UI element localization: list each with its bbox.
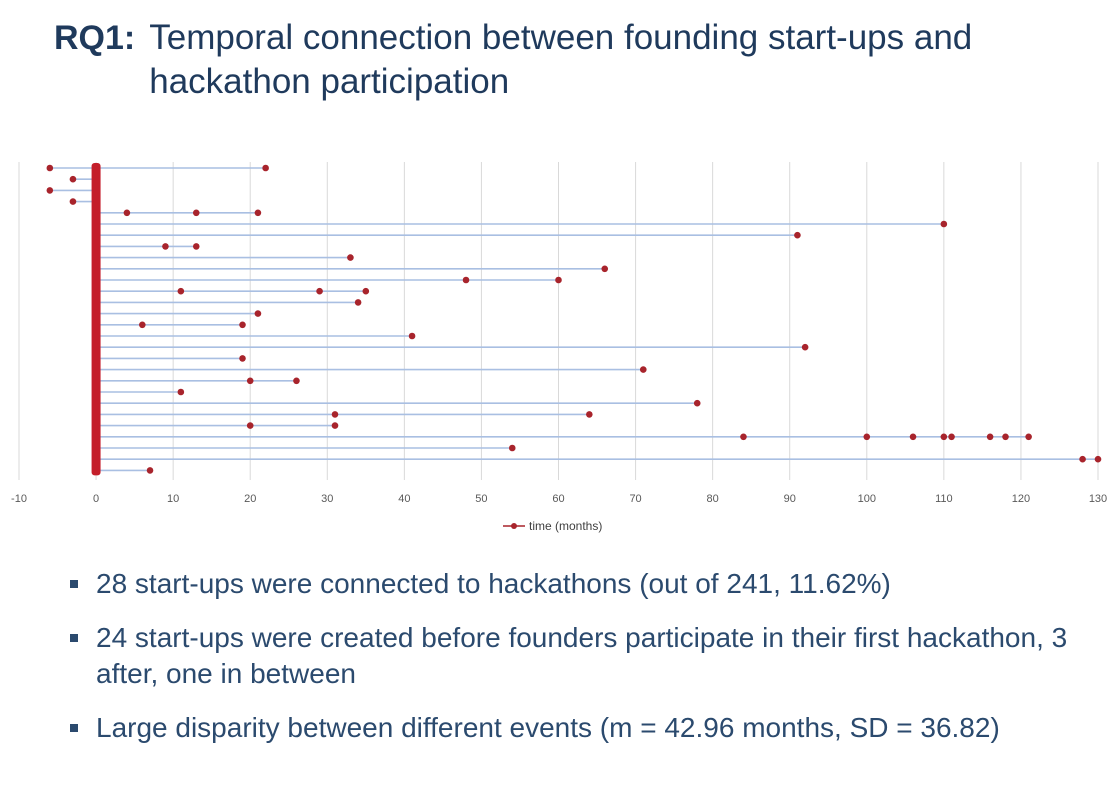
x-tick-label: 50 [475, 493, 487, 505]
data-point [331, 411, 339, 418]
data-point [639, 366, 647, 373]
x-tick-label: 60 [552, 493, 564, 505]
data-point [46, 164, 54, 172]
title-row: RQ1: Temporal connection between foundin… [54, 16, 1104, 104]
data-point [293, 377, 300, 385]
data-point [239, 321, 246, 329]
x-tick-label: 120 [1012, 493, 1030, 505]
bullet-item: 28 start-ups were connected to hackathon… [70, 566, 1070, 602]
data-point [123, 209, 131, 217]
zero-marker-bar [91, 163, 101, 476]
data-point [601, 265, 609, 273]
x-tick-label: 20 [244, 493, 256, 505]
data-point [986, 433, 994, 441]
x-tick-label: 10 [167, 493, 179, 505]
data-point [46, 187, 54, 194]
data-point [239, 355, 246, 362]
title-block: RQ1: Temporal connection between foundin… [54, 16, 1104, 104]
data-point [948, 433, 955, 441]
legend-marker [511, 523, 517, 529]
x-tick-label: -10 [11, 493, 27, 505]
data-point [177, 287, 185, 295]
data-point [254, 209, 262, 217]
data-point [162, 243, 169, 250]
data-point [347, 254, 354, 261]
data-point [555, 276, 562, 284]
data-point [693, 399, 701, 407]
data-point [909, 433, 917, 441]
bullet-item: Large disparity between different events… [70, 710, 1070, 746]
bullet-text: 28 start-ups were connected to hackathon… [96, 568, 891, 599]
data-point [192, 243, 200, 250]
data-point [740, 433, 747, 441]
data-point [1025, 433, 1032, 441]
x-tick-label: 90 [784, 493, 796, 505]
data-point [940, 220, 948, 228]
data-point [508, 444, 516, 452]
bullet-square-icon [70, 724, 78, 732]
data-point [408, 332, 416, 340]
x-tick-label: 80 [707, 493, 719, 505]
data-point [354, 299, 362, 306]
x-tick-label: 130 [1089, 493, 1107, 505]
data-point [462, 276, 470, 284]
x-tick-label: 40 [398, 493, 410, 505]
slide-title: Temporal connection between founding sta… [149, 18, 973, 101]
bullet-list: 28 start-ups were connected to hackathon… [70, 566, 1070, 764]
data-point [177, 388, 185, 396]
data-point [362, 287, 370, 295]
x-tick-label: 70 [629, 493, 641, 505]
bullet-item: 24 start-ups were created before founder… [70, 620, 1070, 692]
data-point [146, 467, 154, 474]
data-point [262, 164, 269, 172]
legend-label: time (months) [529, 519, 602, 533]
data-point [1094, 455, 1102, 463]
data-point [254, 310, 262, 317]
x-tick-label: 30 [321, 493, 333, 505]
timeline-chart: -10 0 10 20 30 40 50 60 70 80 90 100 110 120 130 time (… [11, 162, 1107, 533]
data-point [331, 422, 339, 429]
data-point [316, 287, 323, 295]
data-point [1002, 433, 1009, 441]
data-point [246, 377, 254, 385]
data-point [586, 411, 593, 418]
bullet-square-icon [70, 634, 78, 642]
data-point [940, 433, 948, 441]
bullet-text: Large disparity between different events… [96, 712, 1000, 743]
x-tick-label: 0 [93, 493, 99, 505]
data-point [192, 209, 200, 217]
data-point [794, 231, 801, 239]
data-point [801, 343, 809, 351]
data-point [863, 433, 871, 441]
x-tick-label: 100 [858, 493, 876, 505]
data-point [69, 175, 77, 183]
data-point [139, 321, 146, 329]
data-point [246, 422, 254, 429]
x-tick-label: 110 [935, 493, 953, 505]
data-point [69, 198, 77, 205]
data-point [1079, 455, 1086, 463]
rq-label: RQ1: [54, 19, 136, 57]
bullet-text: 24 start-ups were created before founder… [96, 622, 1068, 689]
bullet-square-icon [70, 580, 78, 588]
